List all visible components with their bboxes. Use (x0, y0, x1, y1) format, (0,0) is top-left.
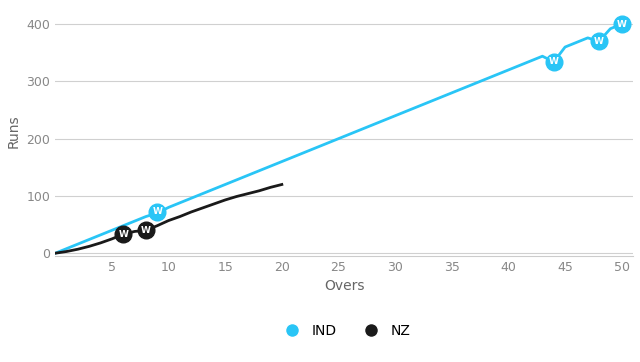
Text: W: W (141, 226, 151, 235)
Text: W: W (617, 20, 627, 29)
X-axis label: Overs: Overs (324, 279, 364, 294)
Y-axis label: Runs: Runs (7, 115, 21, 148)
Text: W: W (152, 207, 162, 216)
Text: W: W (118, 230, 128, 239)
Text: W: W (594, 37, 604, 46)
Legend: IND, NZ: IND, NZ (273, 319, 416, 344)
Text: W: W (549, 58, 559, 66)
